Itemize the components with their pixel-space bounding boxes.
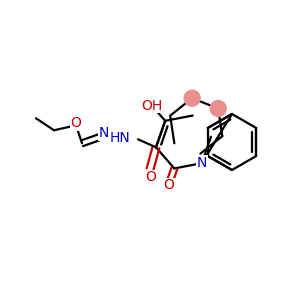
Circle shape [210, 100, 226, 116]
Text: OH: OH [142, 99, 163, 113]
Text: N: N [196, 156, 207, 170]
Text: O: O [146, 170, 156, 184]
Text: HN: HN [109, 131, 130, 145]
Text: O: O [163, 178, 174, 193]
Text: O: O [70, 116, 81, 130]
Text: N: N [99, 126, 109, 140]
Circle shape [184, 90, 200, 106]
